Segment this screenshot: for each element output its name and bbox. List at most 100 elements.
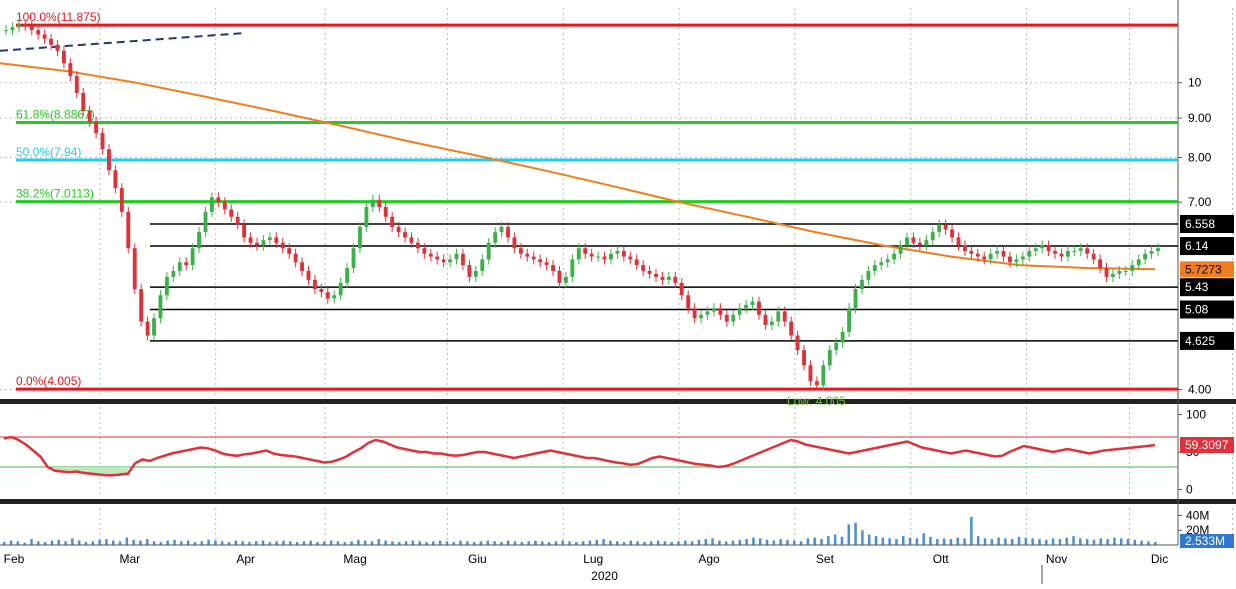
candle-body <box>718 308 723 315</box>
candle-body <box>448 259 452 263</box>
time-axis: FebMarAprMagGiuLugAgoSetOttNovDicGen2020… <box>0 544 1178 584</box>
volume-tag-bg <box>1180 534 1234 548</box>
fib-label: 38.2%(7.0113) <box>16 187 94 201</box>
volume-bar <box>670 542 673 545</box>
volume-bar <box>357 539 360 545</box>
price-tick-label: 8.00 <box>1188 150 1212 164</box>
candle-body <box>1130 265 1135 271</box>
volume-bar <box>186 540 190 545</box>
candle-body <box>493 232 498 243</box>
volume-bar <box>329 540 333 545</box>
volume-bar <box>745 539 748 545</box>
candle-body <box>499 226 504 233</box>
volume-bar <box>1031 538 1034 545</box>
candle-body <box>776 311 781 322</box>
candle-body <box>10 27 15 31</box>
candle-body <box>557 270 562 283</box>
candle-body <box>705 311 710 315</box>
volume-bar <box>922 533 925 545</box>
volume-bar <box>16 541 20 545</box>
candle-body <box>36 30 41 35</box>
candlestick-series: Low: 4.005 <box>4 19 1160 408</box>
volume-bar <box>125 537 129 545</box>
candle-body <box>1098 259 1103 269</box>
volume-bar <box>650 541 653 545</box>
candle-body <box>692 308 697 319</box>
candle-body <box>757 301 761 315</box>
candle-body <box>531 256 536 260</box>
candle-body <box>473 270 478 277</box>
candle-body <box>1053 250 1057 254</box>
candle-body <box>81 92 86 111</box>
candle-body <box>1091 253 1096 260</box>
candle-body <box>686 295 691 309</box>
candle-body <box>435 256 440 260</box>
month-label: Nov <box>1046 552 1067 566</box>
candle-body <box>905 237 909 246</box>
price-tags: 6.558 6.14 5.43 5.08 4.625 5.7273 <box>1180 214 1234 350</box>
volume-bar <box>602 539 605 545</box>
volume-bar <box>629 540 633 545</box>
volume-bar <box>152 541 156 545</box>
volume-bar <box>1147 541 1150 545</box>
volume-bar <box>268 542 272 545</box>
candle-body <box>345 268 350 283</box>
candle-body <box>300 262 304 271</box>
rsi-tick-label: 0 <box>1186 483 1193 497</box>
candle-body <box>988 253 993 260</box>
volume-bar <box>50 540 54 545</box>
volume-bar <box>1099 538 1103 545</box>
candle-body <box>210 197 214 212</box>
volume-bar <box>220 541 224 545</box>
volume-bar <box>146 539 149 545</box>
candle-body <box>1085 248 1090 254</box>
candle-body <box>242 224 247 238</box>
candle-body <box>1149 250 1154 254</box>
year-label: 2020 <box>591 569 618 583</box>
candle-body <box>1033 248 1038 251</box>
volume-bar <box>527 541 530 545</box>
candle-body <box>383 206 388 217</box>
price-tick-label: 4.00 <box>1188 383 1212 397</box>
candle-body <box>312 279 317 290</box>
month-label: Apr <box>236 552 255 566</box>
candle-body <box>1117 270 1122 274</box>
candle-body <box>274 237 279 243</box>
volume-bar <box>643 542 646 545</box>
fib-label: 61.8%(8.8867) <box>16 107 95 121</box>
candle-body <box>892 253 897 260</box>
low-annotation: Low: 4.005 <box>787 394 846 408</box>
fib-label: 100.0%(11.875) <box>16 10 101 24</box>
volume-bar <box>193 542 197 545</box>
candle-body <box>962 245 967 251</box>
price-tag-label: 5.43 <box>1185 280 1209 294</box>
volume-bar <box>1024 537 1028 545</box>
volume-bar <box>575 542 578 545</box>
candle-body <box>628 256 633 260</box>
candle-body <box>956 237 961 246</box>
candle-body <box>319 289 324 293</box>
rsi-tick-label: 100 <box>1186 408 1206 422</box>
volume-bar <box>1065 537 1068 545</box>
price-tag-bg <box>1180 300 1234 319</box>
volume-bar <box>302 541 306 545</box>
candle-body <box>480 259 485 271</box>
price-tag-label: 6.14 <box>1185 239 1209 253</box>
volume-bar <box>452 542 456 545</box>
candle-body <box>396 226 401 233</box>
candle-body <box>621 250 626 257</box>
candle-body <box>731 314 736 322</box>
candle-body <box>42 34 47 39</box>
candle-body <box>1111 273 1115 277</box>
candle-body <box>641 265 646 271</box>
rsi-tag-bg <box>1180 437 1234 454</box>
fib-label: 0.0%(4.005) <box>16 374 81 388</box>
volume-bar <box>248 542 251 545</box>
candle-body <box>216 197 221 203</box>
candle-body <box>74 76 79 93</box>
volume-bar <box>513 541 517 545</box>
volume-tick-label: 20M <box>1186 523 1209 537</box>
volume-bar <box>425 542 428 545</box>
candle-body <box>338 282 343 296</box>
candle-body <box>860 279 864 290</box>
